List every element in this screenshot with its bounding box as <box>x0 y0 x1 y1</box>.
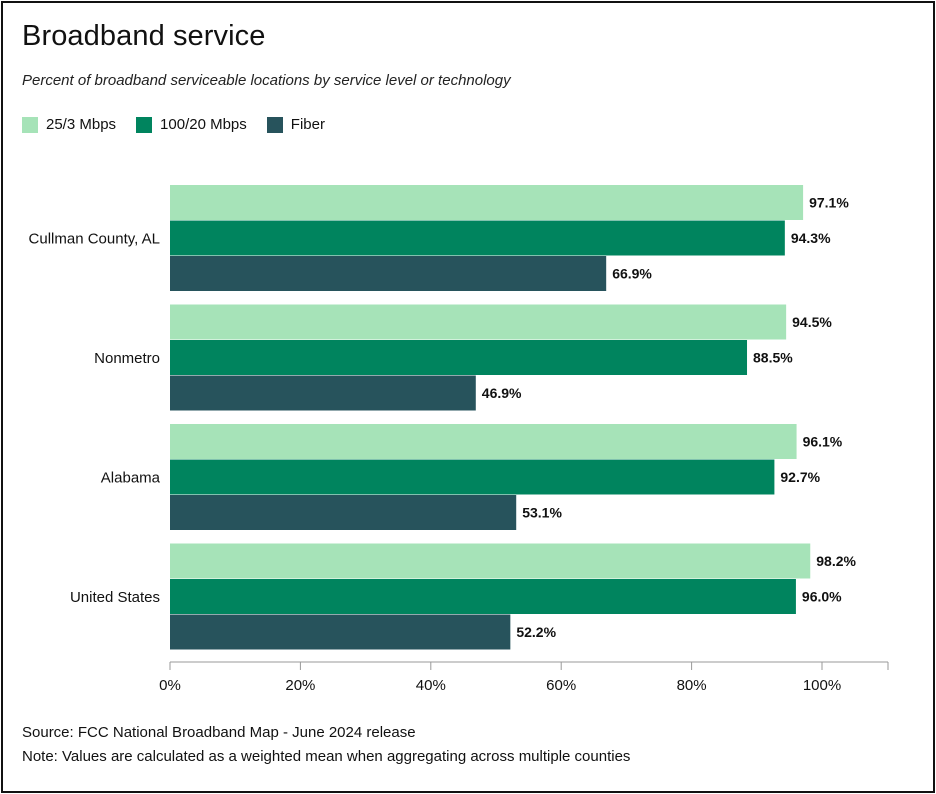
bar-fiber-alabama <box>170 495 517 530</box>
legend-swatch-fiber <box>266 116 283 133</box>
data-label-fiber-nonmetro: 46.9% <box>482 385 522 401</box>
chart-subtitle: Percent of broadband serviceable locatio… <box>22 72 511 89</box>
legend-item-fiber: Fiber <box>266 116 325 133</box>
bar-fiber-nonmetro <box>170 375 476 411</box>
chart-title: Broadband service <box>22 20 266 52</box>
data-label-25-3-mbps-nonmetro: 94.5% <box>792 314 832 330</box>
legend-label-25-3: 25/3 Mbps <box>46 116 117 133</box>
bar-25-3-mbps-nonmetro <box>170 304 787 340</box>
data-label-100-20-mbps-nonmetro: 88.5% <box>753 350 793 366</box>
source-note: Source: FCC National Broadband Map - Jun… <box>22 724 416 741</box>
data-label-100-20-mbps-alabama: 92.7% <box>780 469 820 485</box>
category-label-cullman-county-al: Cullman County, AL <box>29 230 160 247</box>
bar-fiber-united-states <box>170 614 511 650</box>
data-label-fiber-united-states: 52.2% <box>516 624 556 640</box>
x-tick-label-60: 60% <box>546 677 576 694</box>
data-label-25-3-mbps-alabama: 96.1% <box>803 434 843 450</box>
x-tick-label-40: 40% <box>416 677 446 694</box>
data-label-fiber-cullman-county-al: 66.9% <box>612 266 652 282</box>
data-label-100-20-mbps-united-states: 96.0% <box>802 589 842 605</box>
bar-100-20-mbps-alabama <box>170 459 775 495</box>
x-tick-label-20: 20% <box>285 677 315 694</box>
data-label-25-3-mbps-cullman-county-al: 97.1% <box>809 195 849 211</box>
data-label-fiber-alabama: 53.1% <box>522 505 562 521</box>
legend-swatch-100-20 <box>136 116 153 133</box>
category-label-alabama: Alabama <box>101 469 161 486</box>
bar-25-3-mbps-cullman-county-al <box>170 185 804 220</box>
bar-100-20-mbps-united-states <box>170 579 796 614</box>
data-label-100-20-mbps-cullman-county-al: 94.3% <box>791 230 831 246</box>
x-tick-label-0: 0% <box>159 677 181 694</box>
bar-25-3-mbps-united-states <box>170 543 811 579</box>
bar-100-20-mbps-cullman-county-al <box>170 220 785 256</box>
x-tick-label-100: 100% <box>803 677 841 694</box>
data-label-25-3-mbps-united-states: 98.2% <box>816 553 856 569</box>
legend-label-100-20: 100/20 Mbps <box>160 116 247 133</box>
legend-item-100-20: 100/20 Mbps <box>136 116 247 133</box>
methodology-note: Note: Values are calculated as a weighte… <box>22 748 631 765</box>
legend: 25/3 Mbps 100/20 Mbps Fiber <box>22 116 345 133</box>
bar-25-3-mbps-alabama <box>170 424 797 459</box>
category-label-united-states: United States <box>70 589 160 606</box>
category-label-nonmetro: Nonmetro <box>94 350 160 367</box>
x-tick-label-80: 80% <box>677 677 707 694</box>
bar-100-20-mbps-nonmetro <box>170 340 748 375</box>
legend-label-fiber: Fiber <box>290 116 325 133</box>
legend-item-25-3: 25/3 Mbps <box>22 116 116 133</box>
bar-fiber-cullman-county-al <box>170 256 607 291</box>
legend-swatch-25-3 <box>22 116 38 133</box>
